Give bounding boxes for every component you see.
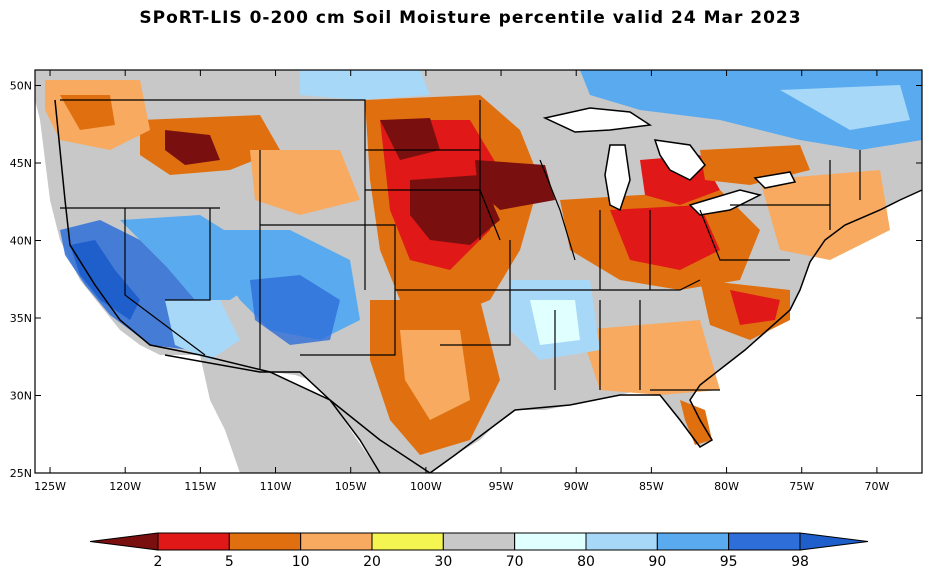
latitude-axis: 25N 30N 35N 40N 45N 50N <box>10 80 922 480</box>
lon-tick-label: 80W <box>714 480 739 493</box>
pnw-dry-core <box>60 95 115 130</box>
virginia-dry <box>730 290 780 325</box>
iowa-dry <box>475 160 555 210</box>
montana-dry-core <box>165 130 220 165</box>
colorbar-label: 5 <box>225 554 234 570</box>
florida-dry <box>680 400 712 445</box>
lon-tick-label: 105W <box>335 480 367 493</box>
lon-tick-label: 75W <box>789 480 814 493</box>
texas-light <box>400 330 470 420</box>
longitude-axis: 125W 120W 115W 110W 105W 100W 95W 90W 85W 80W 75W 7… <box>34 70 889 493</box>
wyoming-dry <box>250 150 360 215</box>
colorbar-labels: 2 5 10 20 30 70 80 90 95 98 <box>154 554 809 570</box>
lat-tick-label: 25N <box>10 467 32 480</box>
colorbar-high-triangle <box>799 532 869 551</box>
nm-wet-region <box>250 275 340 345</box>
lon-tick-label: 110W <box>260 480 292 493</box>
lon-tick-label: 115W <box>184 480 216 493</box>
colorbar-boxes <box>89 532 869 551</box>
colorbar-label: 70 <box>506 554 524 570</box>
lake-ontario <box>753 171 797 189</box>
nebraska-exceptional <box>410 175 500 245</box>
mexico-border <box>164 354 431 474</box>
mexico-land <box>200 355 380 473</box>
lon-tick-label: 125W <box>34 480 66 493</box>
state-boundaries <box>60 99 861 391</box>
colorbar-label: 30 <box>434 554 452 570</box>
sierra-wet-region <box>70 240 140 320</box>
colorbar-label: 90 <box>648 554 666 570</box>
map-title: SPoRT-LIS 0-200 cm Soil Moisture percent… <box>139 8 802 28</box>
colorbar-label: 20 <box>363 554 381 570</box>
colorbar-box <box>728 532 801 551</box>
lat-tick-label: 45N <box>10 157 32 170</box>
ohio-valley-severe <box>610 205 720 270</box>
lat-tick-label: 30N <box>10 390 32 403</box>
colorbar-label: 80 <box>577 554 595 570</box>
southeast-orange <box>580 320 720 395</box>
lake-superior <box>542 107 653 133</box>
colorbar-box <box>442 532 516 551</box>
lake-erie <box>688 189 763 216</box>
colorbar-box <box>157 532 230 551</box>
canada-east-wet-2 <box>780 85 910 130</box>
colorbar-label: 95 <box>720 554 738 570</box>
lake-huron <box>653 139 706 181</box>
lat-tick-label: 35N <box>10 312 32 325</box>
colorbar-label: 2 <box>154 554 163 570</box>
lon-tick-label: 100W <box>410 480 442 493</box>
colorbar-label: 98 <box>791 554 809 570</box>
lat-tick-label: 50N <box>10 80 32 93</box>
colorbar-label: 10 <box>292 554 310 570</box>
colorbar-box <box>585 532 658 551</box>
lat-tick-label: 40N <box>10 235 32 248</box>
lon-tick-label: 85W <box>639 480 664 493</box>
map-frame <box>34 69 923 474</box>
northeast-dry <box>760 170 890 260</box>
coastline <box>54 99 923 474</box>
lake-michigan <box>604 144 631 212</box>
lon-tick-label: 70W <box>864 480 889 493</box>
canada-light-wet <box>300 70 430 100</box>
lon-tick-label: 95W <box>489 480 514 493</box>
az-light-region <box>165 300 240 360</box>
lon-tick-label: 90W <box>564 480 589 493</box>
colorbar-box <box>514 532 587 551</box>
colorbar-low-triangle <box>89 532 159 551</box>
colorbar-box <box>656 532 730 551</box>
colorbar-box <box>228 532 302 551</box>
lon-tick-label: 120W <box>109 480 141 493</box>
colorbar-box <box>300 532 373 551</box>
great-lakes <box>542 107 797 216</box>
colorbar-box <box>371 532 444 551</box>
